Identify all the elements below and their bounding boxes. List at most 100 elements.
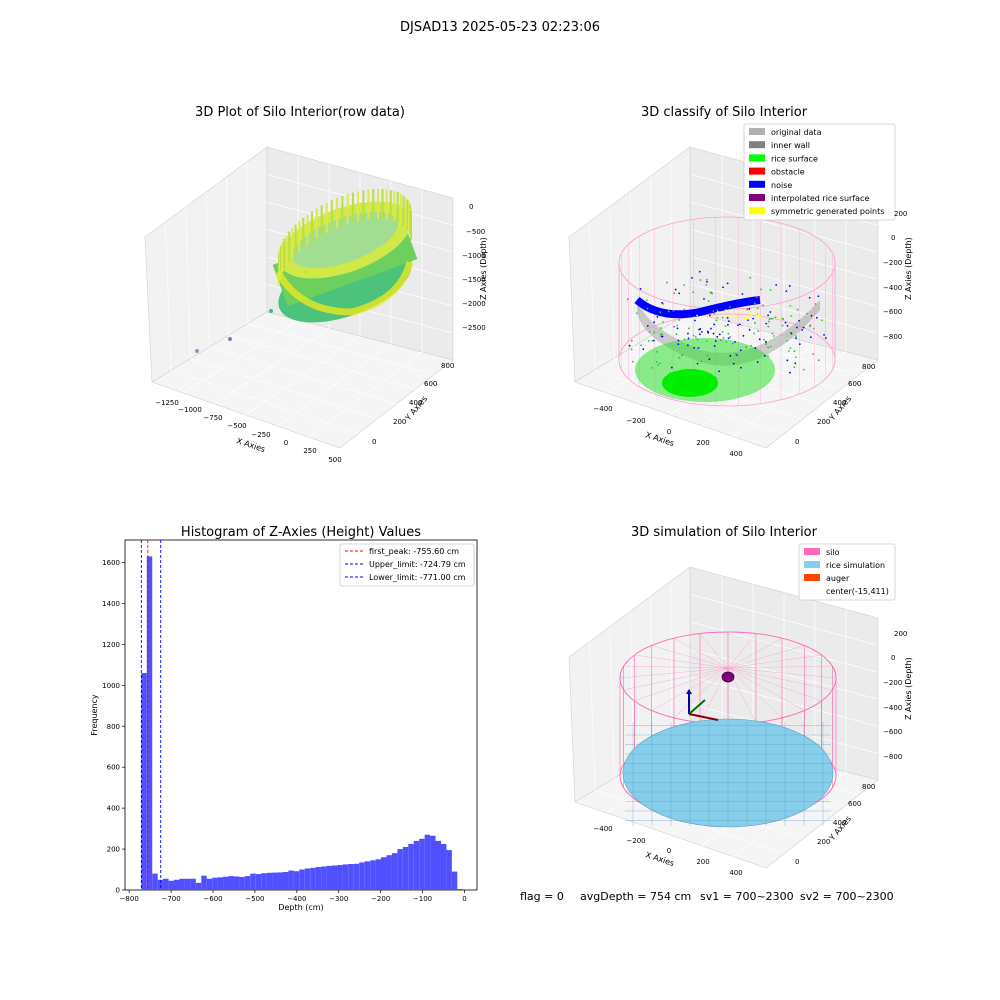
legend-label: symmetric generated points bbox=[771, 207, 884, 216]
classify-y-tick: 0 bbox=[795, 438, 799, 446]
histogram-bar bbox=[179, 878, 185, 890]
raw-x-tick: 500 bbox=[328, 456, 341, 464]
legend-label: center(-15,411) bbox=[826, 587, 889, 596]
x-tick-label: −800 bbox=[120, 895, 139, 903]
panel-raw-3d: 3D Plot of Silo Interior(row data) −1250… bbox=[144, 105, 488, 464]
histogram-bar bbox=[332, 865, 338, 890]
classify-y-tick: 800 bbox=[862, 363, 875, 371]
raw-x-tick: −1250 bbox=[155, 399, 179, 407]
legend-item: silo bbox=[804, 548, 840, 557]
y-tick-label: 0 bbox=[116, 887, 120, 895]
histogram-bar bbox=[244, 876, 251, 890]
simulation-y-tick: 800 bbox=[862, 783, 875, 791]
x-tick-label: −400 bbox=[287, 895, 306, 903]
x-tick-label: −500 bbox=[245, 895, 264, 903]
histogram-bar bbox=[375, 859, 382, 890]
histogram-bar bbox=[424, 834, 431, 890]
raw-z-tick: −1000 bbox=[462, 252, 486, 260]
histogram-bar bbox=[206, 878, 213, 890]
histogram-bar bbox=[402, 847, 409, 890]
raw-z-tick: 0 bbox=[469, 203, 473, 211]
classify-x-tick: 0 bbox=[667, 428, 671, 436]
status-footer: flag = 0 avgDepth = 754 cm sv1 = 700~230… bbox=[520, 890, 894, 903]
y-tick-label: 400 bbox=[107, 805, 120, 813]
classify-y-tick: 400 bbox=[833, 399, 846, 407]
simulation-y-ticks: 0 200 400 600 800 bbox=[795, 783, 875, 866]
raw-x-ticks: −1250 −1000 −750 −500 −250 0 250 500 bbox=[155, 399, 342, 464]
simulation-z-tick: 200 bbox=[894, 630, 907, 638]
raw-z-tick: −500 bbox=[466, 228, 485, 236]
legend-item: Lower_limit: -771.00 cm bbox=[345, 573, 466, 582]
raw-z-tick: −1500 bbox=[462, 276, 486, 284]
y-tick-label: 600 bbox=[107, 764, 120, 772]
histogram-bar bbox=[435, 840, 441, 890]
histogram-legend: first_peak: -755.60 cm Upper_limit: -724.… bbox=[339, 543, 475, 587]
legend-label: rice simulation bbox=[826, 561, 885, 570]
simulation-y-tick: 400 bbox=[833, 819, 846, 827]
y-tick-label: 1600 bbox=[102, 559, 120, 567]
legend-item: auger bbox=[804, 574, 850, 583]
legend-swatch bbox=[749, 141, 765, 149]
histogram-bar bbox=[146, 556, 153, 890]
legend-label: first_peak: -755.60 cm bbox=[369, 547, 459, 556]
histogram-bar bbox=[288, 870, 294, 890]
legend-label: interpolated rice surface bbox=[771, 194, 869, 203]
raw-x-tick: −500 bbox=[227, 422, 246, 430]
histogram-bar bbox=[201, 875, 207, 890]
histogram-bar bbox=[304, 868, 311, 890]
legend-item: rice surface bbox=[749, 154, 818, 163]
histogram-bar bbox=[255, 874, 262, 890]
simulation-x-tick: −200 bbox=[626, 837, 645, 845]
legend-frame bbox=[743, 123, 896, 221]
histogram-reference-lines bbox=[140, 540, 162, 890]
classify-y-tick: 200 bbox=[817, 418, 830, 426]
histogram-bar bbox=[282, 871, 289, 890]
legend-label: inner wall bbox=[771, 141, 810, 150]
simulation-y-tick: 0 bbox=[795, 858, 799, 866]
legend-frame bbox=[798, 543, 896, 601]
histogram-bar bbox=[419, 838, 425, 890]
histogram-bar bbox=[141, 673, 147, 890]
legend-swatch bbox=[749, 207, 765, 215]
raw-y-tick: 200 bbox=[393, 418, 406, 426]
raw-y-tick: 400 bbox=[409, 399, 422, 407]
histogram-bar bbox=[342, 864, 349, 890]
classify-x-tick: −400 bbox=[593, 405, 612, 413]
histogram-bar bbox=[348, 864, 354, 890]
raw-z-tick: −2500 bbox=[462, 324, 486, 332]
legend-label: obstacle bbox=[771, 168, 805, 177]
y-tick-label: 1400 bbox=[102, 600, 120, 608]
legend-label: Upper_limit: -724.79 cm bbox=[369, 560, 466, 569]
raw-y-tick: 0 bbox=[372, 438, 376, 446]
y-tick-label: 800 bbox=[107, 723, 120, 731]
legend-swatch bbox=[749, 194, 765, 201]
x-tick-label: −600 bbox=[203, 895, 222, 903]
y-tick-label: 200 bbox=[107, 846, 120, 854]
legend-item: rice simulation bbox=[804, 561, 885, 570]
histogram-bar bbox=[391, 853, 398, 890]
raw-x-tick: −750 bbox=[203, 414, 222, 422]
legend-swatch bbox=[749, 154, 765, 162]
legend-item: inner wall bbox=[749, 141, 810, 150]
y-tick-label: 1000 bbox=[102, 682, 120, 690]
classify-x-ticks: −400 −200 0 200 400 bbox=[593, 405, 742, 458]
legend-label: original data bbox=[771, 128, 822, 137]
histogram-plot-area bbox=[124, 539, 478, 891]
x-tick-label: −100 bbox=[413, 895, 432, 903]
raw-point-cloud bbox=[195, 188, 418, 353]
histogram-bar bbox=[337, 865, 343, 890]
legend-label: auger bbox=[826, 574, 850, 583]
histogram-bar bbox=[430, 835, 436, 890]
classify-z-tick: −800 bbox=[883, 333, 902, 341]
histogram-bar bbox=[440, 843, 447, 890]
x-tick-label: −700 bbox=[161, 895, 180, 903]
simulation-y-tick: 600 bbox=[848, 800, 861, 808]
histogram-bar bbox=[152, 873, 158, 890]
simulation-z-tick: −600 bbox=[883, 728, 902, 736]
legend-swatch bbox=[749, 128, 765, 135]
panel-classify-3d: 3D classify of Silo Interior original da… bbox=[568, 105, 913, 458]
histogram-x-ticks: −800 −700 −600 −500 −400 −300 −200 −100 0 bbox=[120, 890, 467, 903]
raw-y-ticks: 0 200 400 600 800 bbox=[372, 362, 454, 446]
panel-classify-title: 3D classify of Silo Interior bbox=[641, 105, 808, 120]
